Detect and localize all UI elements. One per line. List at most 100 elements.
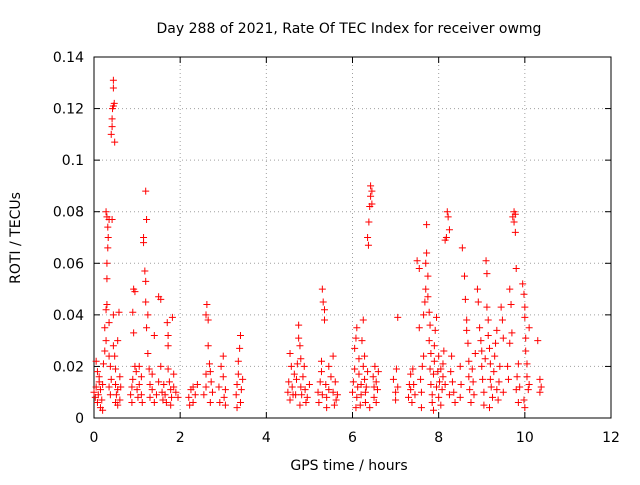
- data-point: [443, 208, 451, 216]
- data-point: [320, 316, 328, 324]
- data-point: [429, 370, 437, 378]
- data-point: [482, 257, 490, 265]
- data-point: [325, 362, 333, 370]
- data-point: [437, 365, 445, 373]
- data-point: [296, 342, 304, 350]
- data-point: [495, 378, 503, 386]
- data-point: [352, 334, 360, 342]
- data-point: [411, 391, 419, 399]
- data-point: [394, 383, 402, 391]
- data-point: [99, 360, 107, 368]
- data-point: [440, 347, 448, 355]
- data-point: [480, 401, 488, 409]
- data-point: [111, 138, 119, 146]
- data-point: [116, 396, 124, 404]
- data-point: [163, 319, 171, 327]
- data-point: [465, 357, 473, 365]
- data-point: [438, 386, 446, 394]
- data-point: [160, 380, 168, 388]
- data-point: [331, 378, 339, 386]
- data-point: [236, 331, 244, 339]
- data-point: [422, 285, 430, 293]
- data-point: [365, 218, 373, 226]
- data-point: [456, 393, 464, 401]
- data-point: [93, 368, 101, 376]
- data-point: [290, 370, 298, 378]
- data-point: [148, 386, 156, 394]
- data-point: [92, 357, 100, 365]
- data-point: [448, 352, 456, 360]
- data-point: [189, 383, 197, 391]
- data-point: [172, 388, 180, 396]
- data-point: [323, 404, 331, 412]
- data-point: [506, 285, 514, 293]
- data-point: [316, 378, 324, 386]
- data-point: [286, 350, 294, 358]
- data-point: [323, 393, 331, 401]
- data-point: [137, 391, 145, 399]
- x-tick-label: 12: [602, 430, 620, 446]
- data-point: [101, 347, 109, 355]
- data-point: [439, 360, 447, 368]
- data-point: [351, 344, 359, 352]
- data-point: [320, 306, 328, 314]
- data-point: [511, 210, 519, 218]
- data-point: [497, 303, 505, 311]
- data-point: [513, 373, 521, 381]
- data-point: [315, 399, 323, 407]
- data-point: [146, 380, 154, 388]
- data-point: [142, 187, 150, 195]
- data-point: [429, 406, 437, 414]
- x-tick-label: 10: [516, 430, 534, 446]
- data-point: [205, 360, 213, 368]
- y-tick-label: 0.12: [53, 102, 84, 118]
- data-point: [185, 393, 193, 401]
- data-point: [367, 192, 375, 200]
- data-point: [108, 123, 116, 131]
- data-point: [389, 375, 397, 383]
- data-point: [112, 365, 120, 373]
- data-point: [417, 375, 425, 383]
- data-point: [332, 396, 340, 404]
- data-point: [286, 396, 294, 404]
- data-point: [98, 396, 106, 404]
- data-point: [366, 404, 374, 412]
- data-point: [288, 383, 296, 391]
- data-point: [104, 244, 112, 252]
- data-point: [292, 375, 300, 383]
- data-point: [302, 399, 310, 407]
- x-tick-label: 4: [262, 430, 271, 446]
- data-point: [208, 388, 216, 396]
- data-point: [109, 84, 117, 92]
- data-point: [359, 316, 367, 324]
- data-point: [140, 239, 148, 247]
- data-point: [415, 324, 423, 332]
- data-point: [221, 401, 229, 409]
- data-point: [131, 288, 139, 296]
- data-point: [161, 391, 169, 399]
- data-point: [537, 383, 545, 391]
- data-point: [522, 347, 530, 355]
- data-point: [114, 337, 122, 345]
- data-point: [364, 368, 372, 376]
- data-point: [204, 316, 212, 324]
- x-tick-label: 2: [176, 430, 185, 446]
- data-point: [330, 401, 338, 409]
- data-point: [525, 324, 533, 332]
- data-point: [425, 337, 433, 345]
- data-point: [96, 386, 104, 394]
- data-point: [141, 267, 149, 275]
- data-point: [129, 375, 137, 383]
- data-point: [361, 388, 369, 396]
- data-point: [420, 311, 428, 319]
- data-point: [202, 383, 210, 391]
- data-point: [410, 380, 418, 388]
- data-point: [409, 365, 417, 373]
- data-point: [418, 362, 426, 370]
- data-point: [361, 375, 369, 383]
- data-point: [232, 391, 240, 399]
- data-point: [234, 357, 242, 365]
- data-point: [524, 386, 532, 394]
- data-point: [349, 388, 356, 396]
- data-point: [486, 375, 494, 383]
